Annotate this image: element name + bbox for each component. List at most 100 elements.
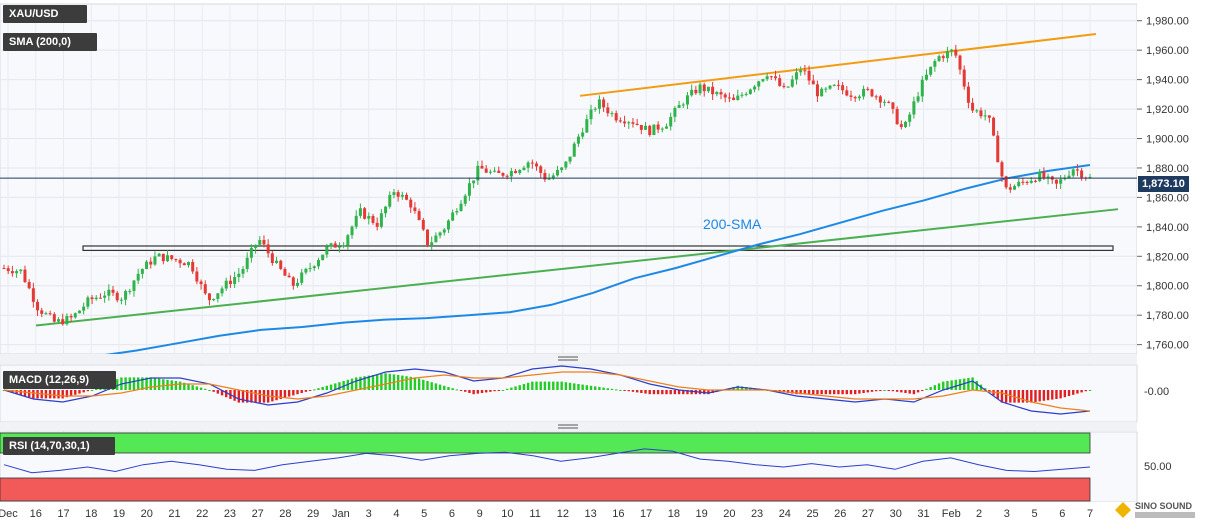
candle-body [1046,176,1050,179]
rsi-indicator-label[interactable]: RSI (14,70,30,1) [3,437,115,455]
x-tick-label: 27 [862,508,874,520]
candle-body [790,79,794,87]
x-tick-label: 24 [779,508,791,520]
candle-body [799,70,803,73]
macd-histogram-bar [627,390,630,392]
macd-histogram-bar [862,390,865,393]
macd-histogram-bar [57,390,60,399]
macd-histogram-bar [623,390,626,391]
current-price-tag: 1,873.10 [1138,176,1189,192]
candle-body [472,180,476,184]
candle-body [736,95,740,101]
candle-body [937,56,941,62]
candle-body [593,108,597,110]
macd-histogram-bar [732,387,735,390]
candle-body [149,261,153,265]
candle-body [920,79,924,97]
candle-body [342,245,346,247]
macd-histogram-bar [417,378,421,390]
candle-body [899,124,903,127]
macd-histogram-bar [631,390,635,392]
macd-histogram-bar [1088,390,1092,391]
macd-histogram-bar [690,390,693,395]
candle-body [82,306,86,311]
candle-body [555,169,559,176]
candle-body [254,244,258,248]
candle-body [140,269,144,274]
macd-histogram-bar [1051,390,1054,400]
macd-histogram-bar [183,382,186,390]
candle-body [912,101,916,115]
candle-body [866,88,870,90]
macd-histogram-bar [233,390,236,401]
candle-body [497,170,501,174]
macd-histogram-bar [921,390,924,391]
candle-body [606,107,610,114]
y-tick-label: 1,960.00 [1146,45,1189,57]
macd-histogram-bar [497,390,500,391]
x-tick-label: 5 [421,508,427,520]
pane-divider[interactable] [0,354,1137,364]
candle-body [568,156,572,162]
x-axis [0,502,1137,526]
candle-body [107,289,111,296]
macd-histogram-bar [300,390,303,393]
macd-histogram-bar [619,390,622,391]
candle-body [266,244,270,254]
macd-line [3,365,1091,415]
candle-body [744,93,748,95]
y-tick-label: 1,940.00 [1146,75,1189,87]
macd-histogram-bar [19,390,22,395]
candle-body [761,79,765,82]
candle-body [618,120,622,122]
rsi-line [3,448,1091,474]
candle-body [849,95,853,97]
macd-histogram-bar [1046,390,1050,401]
x-tick-label: 20 [723,508,735,520]
candle-body [258,239,262,245]
candle-body [690,89,694,96]
macd-histogram-bar [837,390,840,395]
candle-body [388,194,392,207]
pane-divider[interactable] [0,422,1137,431]
symbol-label[interactable]: XAU/USD [3,5,87,23]
candle-body [90,297,94,300]
candle-body [794,72,798,80]
macd-histogram-bar [1025,390,1029,403]
candle-body [589,109,593,120]
macd-histogram-bar [983,388,987,390]
candle-body [803,70,807,72]
candle-body [65,316,69,325]
macd-histogram-bar [791,390,794,394]
candle-body [1013,186,1017,190]
macd-histogram-bar [157,378,161,390]
candle-body [652,124,656,136]
x-tick-label: 3 [366,508,372,520]
macd-indicator-label[interactable]: MACD (12,26,9) [3,371,116,389]
macd-histogram-bar [36,390,39,399]
sma-indicator-label[interactable]: SMA (200,0) [3,33,97,51]
candle-body [1025,181,1029,183]
macd-histogram-bar [669,390,672,395]
macd-histogram-bar [271,390,274,402]
macd-histogram-bar [598,387,601,390]
candle-body [132,280,136,291]
candle-body [207,293,211,301]
candle-body [98,297,102,299]
x-tick-label: 4 [393,508,399,520]
candle-body [220,288,224,294]
x-tick-label: 5 [1031,508,1037,520]
macd-histogram-bar [707,390,710,395]
candle-body [128,290,132,292]
candle-body [551,175,555,179]
macd-histogram-bar [740,386,744,390]
candle-body [1033,180,1037,182]
macd-histogram-bar [883,390,886,391]
macd-histogram-bar [78,390,81,394]
candle-body [950,49,954,52]
candle-body [216,293,220,299]
macd-histogram-bar [585,385,589,390]
macd-histogram-bar [1009,390,1012,403]
candle-body [23,269,27,283]
macd-histogram-bar [455,389,459,391]
